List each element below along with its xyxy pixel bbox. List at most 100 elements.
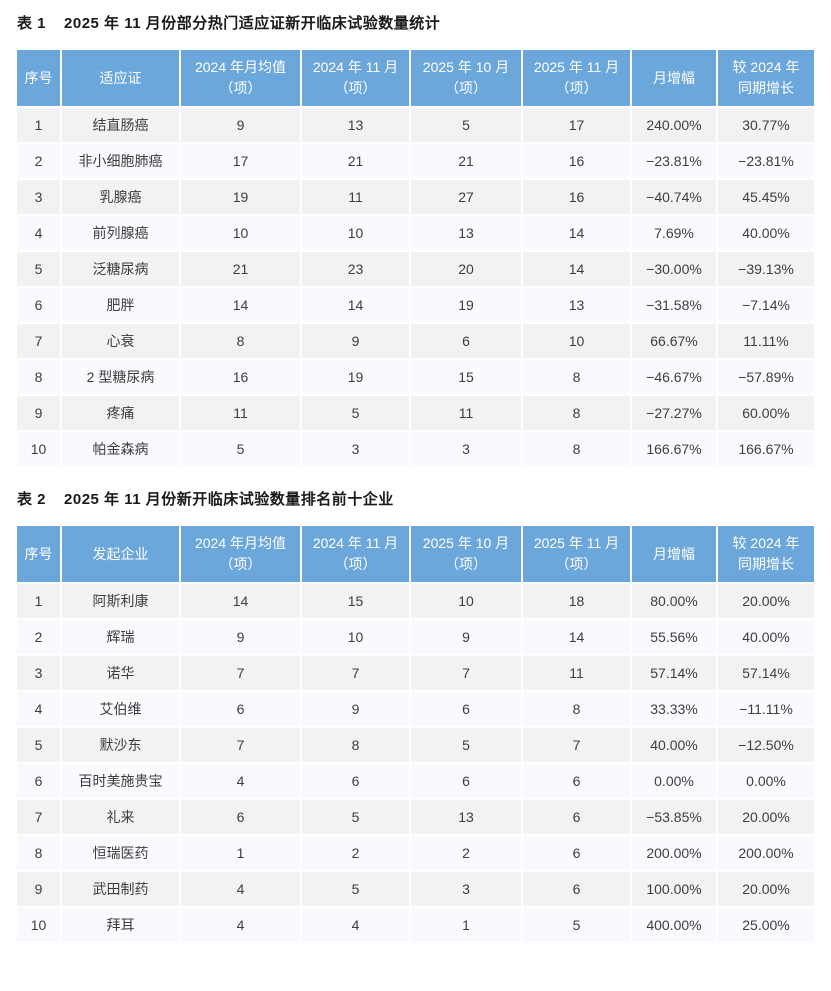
table-cell: 14 [523,214,632,250]
table-cell: 礼来 [62,798,181,834]
table-cell: 80.00% [632,582,718,618]
table-cell: 20.00% [718,582,814,618]
indications-table-section: 表 1 2025 年 11 月份部分热门适应证新开临床试验数量统计 序号 适应证 20… [17,14,814,466]
table-row: 10 拜耳 4 4 1 5 400.00% 25.00% [17,906,814,942]
table-cell: 肥胖 [62,286,181,322]
table-row: 3 诺华 7 7 7 11 57.14% 57.14% [17,654,814,690]
table-cell: 16 [523,142,632,178]
table-cell: 辉瑞 [62,618,181,654]
table-cell: 11 [411,394,523,430]
table-cell: 0.00% [632,762,718,798]
table-cell: 阿斯利康 [62,582,181,618]
table-cell: 57.14% [632,654,718,690]
table-cell: 7 [181,726,302,762]
table-cell: 1 [181,834,302,870]
table-row: 1 结直肠癌 9 13 5 17 240.00% 30.77% [17,106,814,142]
table-cell: 6 [523,834,632,870]
table-cell: 11 [523,654,632,690]
table-row: 9 武田制药 4 5 3 6 100.00% 20.00% [17,870,814,906]
table-cell: 艾伯维 [62,690,181,726]
table-cell: 8 [523,394,632,430]
table-cell: 4 [302,906,411,942]
column-header: 月增幅 [632,50,718,106]
table-cell: 5 [181,430,302,466]
table-cell: 4 [181,762,302,798]
table-cell: 10 [17,906,62,942]
table1-title-label: 表 1 [17,15,47,32]
table-cell: 4 [17,214,62,250]
table-cell: 5 [17,250,62,286]
table-cell: 21 [181,250,302,286]
table-row: 3 乳腺癌 19 11 27 16 −40.74% 45.45% [17,178,814,214]
table-cell: −31.58% [632,286,718,322]
table-cell: 25.00% [718,906,814,942]
table-row: 2 非小细胞肺癌 17 21 21 16 −23.81% −23.81% [17,142,814,178]
table-cell: 21 [302,142,411,178]
table-cell: 非小细胞肺癌 [62,142,181,178]
table-cell: 7.69% [632,214,718,250]
table-cell: 33.33% [632,690,718,726]
column-header: 2025 年 11 月 （项） [523,526,632,582]
table-cell: 默沙东 [62,726,181,762]
table-cell: 8 [523,358,632,394]
table-cell: 11.11% [718,322,814,358]
table-cell: 20.00% [718,870,814,906]
table-row: 2 辉瑞 9 10 9 14 55.56% 40.00% [17,618,814,654]
table-cell: 18 [523,582,632,618]
table-cell: 13 [411,214,523,250]
table-cell: 5 [411,106,523,142]
table-cell: 240.00% [632,106,718,142]
table-cell: 19 [411,286,523,322]
table-row: 5 泛糖尿病 21 23 20 14 −30.00% −39.13% [17,250,814,286]
table-cell: 7 [302,654,411,690]
table-cell: 6 [523,798,632,834]
table-cell: 结直肠癌 [62,106,181,142]
table-cell: −57.89% [718,358,814,394]
table-cell: −39.13% [718,250,814,286]
table-cell: 泛糖尿病 [62,250,181,286]
table1-title-text: 2025 年 11 月份部分热门适应证新开临床试验数量统计 [64,15,441,32]
table-cell: 19 [302,358,411,394]
table-cell: 17 [181,142,302,178]
table-cell: 14 [523,250,632,286]
table-cell: 13 [302,106,411,142]
table-cell: 15 [411,358,523,394]
table-cell: 16 [181,358,302,394]
table-cell: 45.45% [718,178,814,214]
table-cell: −7.14% [718,286,814,322]
table2-title-label: 表 2 [17,491,47,508]
table-row: 7 心衰 8 9 6 10 66.67% 11.11% [17,322,814,358]
table-cell: 9 [302,690,411,726]
table-cell: −23.81% [632,142,718,178]
table-cell: 2 [411,834,523,870]
table-cell: 27 [411,178,523,214]
sponsors-table-header: 序号 发起企业 2024 年月均值 （项） 2024 年 11 月 （项） 2025 年… [17,526,814,582]
table-cell: 9 [411,618,523,654]
table-cell: 2 [17,618,62,654]
table-cell: 恒瑞医药 [62,834,181,870]
table-cell: 19 [181,178,302,214]
table-cell: 15 [302,582,411,618]
indications-table-body: 1 结直肠癌 9 13 5 17 240.00% 30.77% 2 非小细胞肺癌 17 21 21 16−… [17,106,814,466]
table-cell: 14 [181,286,302,322]
table-cell: 40.00% [718,214,814,250]
table-cell: 14 [523,618,632,654]
table-cell: 3 [302,430,411,466]
table-cell: 8 [523,430,632,466]
table-cell: 4 [17,690,62,726]
table-cell: 乳腺癌 [62,178,181,214]
table-cell: 6 [523,762,632,798]
table-cell: 8 [17,834,62,870]
table-cell: −11.11% [718,690,814,726]
table-cell: 6 [523,870,632,906]
table-cell: 13 [523,286,632,322]
table-cell: 200.00% [632,834,718,870]
table-cell: 13 [411,798,523,834]
table-cell: 100.00% [632,870,718,906]
table-cell: 400.00% [632,906,718,942]
table-cell: 9 [181,106,302,142]
table-cell: −40.74% [632,178,718,214]
table-cell: 5 [523,906,632,942]
table-cell: 40.00% [632,726,718,762]
